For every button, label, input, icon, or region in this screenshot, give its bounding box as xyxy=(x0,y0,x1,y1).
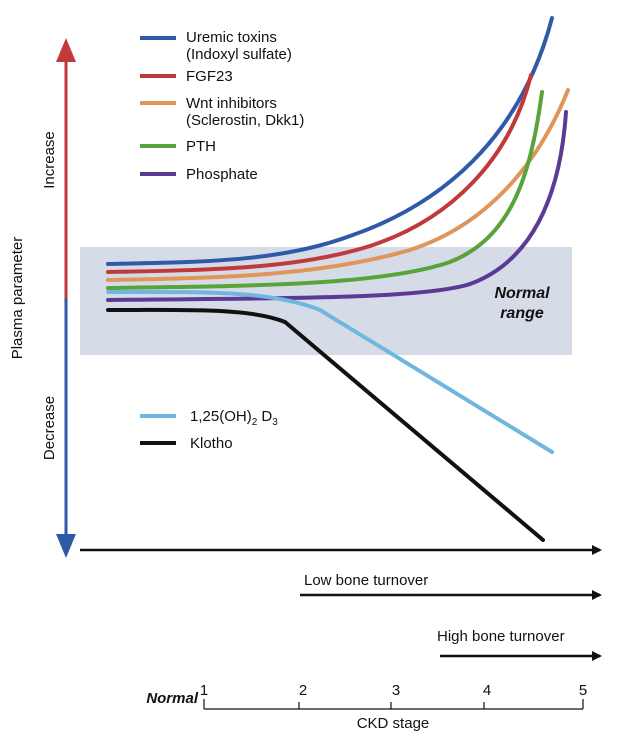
legend-label: 1,25(OH)2 D3 xyxy=(190,408,278,428)
legend-increasing: Uremic toxins (Indoxyl sulfate) FGF23 Wn… xyxy=(140,29,304,183)
legend-label: Klotho xyxy=(190,435,233,452)
legend-label: FGF23 xyxy=(186,68,233,85)
increase-arrow xyxy=(56,38,76,298)
tick-label: 4 xyxy=(483,682,491,699)
ckd-stage-axis xyxy=(203,699,584,710)
legend-item-phosphate: Phosphate xyxy=(140,166,258,183)
legend-item-pth: PTH xyxy=(140,138,216,155)
low-bone-turnover-label: Low bone turnover xyxy=(304,572,428,589)
legend-label: Wnt inhibitors xyxy=(186,95,277,112)
normal-stage-label: Normal xyxy=(146,690,199,707)
tick-label: 3 xyxy=(392,682,400,699)
legend-sublabel: (Indoxyl sulfate) xyxy=(186,46,292,63)
normal-range-label-line1: Normal xyxy=(494,285,550,302)
curve-fgf23 xyxy=(106,73,533,274)
high-bone-turnover-label: High bone turnover xyxy=(437,628,565,645)
legend-label: Uremic toxins xyxy=(186,29,277,46)
legend-sublabel: (Sclerostin, Dkk1) xyxy=(186,112,304,129)
decrease-arrow xyxy=(56,298,76,558)
y-axis-label: Plasma parameter xyxy=(9,237,26,360)
legend-label: PTH xyxy=(186,138,216,155)
legend-item-klotho: Klotho xyxy=(140,435,233,452)
curve-uremic-toxins xyxy=(106,16,554,266)
legend-item-fgf23: FGF23 xyxy=(140,68,233,85)
legend-item-calcitriol: 1,25(OH)2 D3 xyxy=(140,408,278,428)
tick-label: 5 xyxy=(579,682,587,699)
legend-item-uremic-toxins: Uremic toxins (Indoxyl sulfate) xyxy=(140,29,292,63)
decrease-label: Decrease xyxy=(41,396,58,460)
tick-label: 2 xyxy=(299,682,307,699)
legend-label: Phosphate xyxy=(186,166,258,183)
curve-phosphate xyxy=(106,110,568,302)
increase-label: Increase xyxy=(41,131,58,189)
legend-decreasing: 1,25(OH)2 D3 Klotho xyxy=(140,408,278,452)
x-axis-label: CKD stage xyxy=(357,715,430,732)
curve-klotho xyxy=(106,307,545,542)
legend-item-wnt-inhibitors: Wnt inhibitors (Sclerostin, Dkk1) xyxy=(140,95,304,129)
curve-pth xyxy=(106,90,544,290)
curve-calcitriol xyxy=(106,289,554,454)
curve-wnt-inhibitors xyxy=(106,88,570,282)
tick-label: 1 xyxy=(200,682,208,699)
normal-range-label-line2: range xyxy=(500,305,544,322)
